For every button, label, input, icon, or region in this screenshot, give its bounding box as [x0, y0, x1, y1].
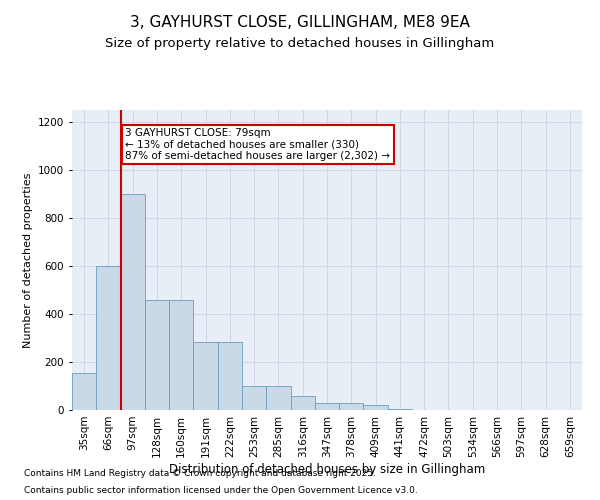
Text: 3, GAYHURST CLOSE, GILLINGHAM, ME8 9EA: 3, GAYHURST CLOSE, GILLINGHAM, ME8 9EA: [130, 15, 470, 30]
Bar: [388, 409, 412, 410]
Y-axis label: Number of detached properties: Number of detached properties: [23, 172, 32, 348]
Text: Size of property relative to detached houses in Gillingham: Size of property relative to detached ho…: [106, 38, 494, 51]
Bar: [145, 300, 169, 410]
Bar: [290, 396, 315, 410]
Bar: [339, 403, 364, 410]
Text: 3 GAYHURST CLOSE: 79sqm
← 13% of detached houses are smaller (330)
87% of semi-d: 3 GAYHURST CLOSE: 79sqm ← 13% of detache…: [125, 128, 391, 161]
Bar: [364, 405, 388, 410]
Bar: [96, 266, 121, 410]
Bar: [169, 300, 193, 410]
X-axis label: Distribution of detached houses by size in Gillingham: Distribution of detached houses by size …: [169, 462, 485, 475]
Bar: [121, 194, 145, 410]
Bar: [266, 386, 290, 410]
Bar: [242, 386, 266, 410]
Text: Contains HM Land Registry data © Crown copyright and database right 2025.: Contains HM Land Registry data © Crown c…: [24, 468, 376, 477]
Bar: [193, 342, 218, 410]
Bar: [218, 342, 242, 410]
Bar: [315, 403, 339, 410]
Bar: [72, 373, 96, 410]
Text: Contains public sector information licensed under the Open Government Licence v3: Contains public sector information licen…: [24, 486, 418, 495]
